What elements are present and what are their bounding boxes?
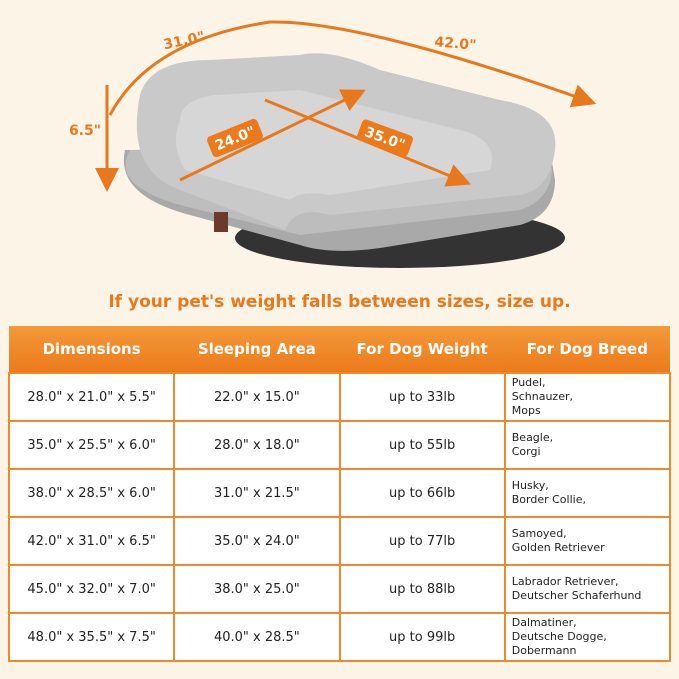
table-cell: 48.0" x 35.5" x 7.5": [7, 612, 176, 662]
table-cell: 35.0" x 24.0": [173, 516, 341, 566]
bed-tag: [214, 212, 228, 232]
table-cell: 22.0" x 15.0": [173, 372, 341, 422]
bed-illustration: 31.0" 42.0" 6.5" 24.0" 35.0": [69, 20, 597, 268]
breed-name: Husky,: [511, 479, 549, 492]
table-row: 38.0" x 28.5" x 6.0" 31.0" x 21.5" up to 6…: [7, 468, 672, 518]
table-cell: up to 88lb: [338, 564, 506, 614]
breed-name: Schnauzer,: [511, 390, 573, 403]
breed-name: Mops: [511, 404, 541, 417]
table-cell: up to 99lb: [338, 612, 506, 662]
table-cell: 40.0" x 28.5": [173, 612, 341, 662]
table-row: 28.0" x 21.0" x 5.5" 22.0" x 15.0" up to 3…: [7, 372, 672, 422]
table-cell: up to 77lb: [338, 516, 506, 566]
breed-name: Dobermann: [511, 644, 577, 657]
breed-cell: Labrador Retriever, Deutscher Schaferhund: [503, 564, 672, 614]
breed-name: Dalmatiner,: [511, 616, 577, 629]
breed-name: Corgi: [511, 445, 541, 458]
column-header: For Dog Weight: [339, 326, 505, 373]
label-box: [207, 118, 263, 158]
breed-cell: Husky, Border Collie,: [503, 468, 672, 518]
arrow: [108, 20, 597, 116]
table-cell: 42.0" x 31.0" x 6.5": [7, 516, 176, 566]
column-header: Sleeping Area: [174, 326, 340, 373]
breed-name: Labrador Retriever,: [511, 575, 619, 588]
table-row: 42.0" x 31.0" x 6.5" 35.0" x 24.0" up to 7…: [7, 516, 672, 566]
breed-name: Beagle,: [511, 431, 554, 444]
column-header: Dimensions: [9, 326, 175, 373]
breed-name: Golden Retriever: [511, 541, 605, 554]
table-row: 35.0" x 25.5" x 6.0" 28.0" x 18.0" up to 5…: [7, 420, 672, 470]
table-cell: 38.0" x 25.0": [173, 564, 341, 614]
breed-name: Deutsche Dogge,: [511, 630, 607, 643]
table-row: 48.0" x 35.5" x 7.5" 40.0" x 28.5" up to 9…: [7, 612, 672, 662]
dim-label: 42.0": [434, 34, 477, 54]
table-cell: up to 66lb: [338, 468, 506, 518]
header-row: Dimensions Sleeping Area For Dog Weight For…: [9, 326, 670, 373]
size-table: Dimensions Sleeping Area For Dog Weight For…: [7, 326, 672, 662]
breed-name: Border Collie,: [511, 493, 586, 506]
label-box: [356, 119, 414, 157]
table-cell: 31.0" x 21.5": [173, 468, 341, 518]
breed-name: Samoyed,: [511, 527, 567, 540]
breed-cell: Beagle, Corgi: [503, 420, 672, 470]
bed-cushion: [176, 90, 492, 200]
table-cell: up to 33lb: [338, 372, 506, 422]
table-cell: 45.0" x 32.0" x 7.0": [7, 564, 176, 614]
column-header: For Dog Breed: [504, 326, 670, 373]
table-cell: 28.0" x 18.0": [173, 420, 341, 470]
breed-cell: Dalmatiner, Deutsche Dogge, Dobermann: [503, 612, 672, 662]
table-row: 45.0" x 32.0" x 7.0" 38.0" x 25.0" up to 8…: [7, 564, 672, 614]
dim-label: 31.0": [162, 29, 206, 53]
table-cell: up to 55lb: [338, 420, 506, 470]
headline: If your pet's weight falls between sizes…: [108, 292, 571, 312]
breed-name: Pudel,: [511, 376, 546, 389]
table-cell: 28.0" x 21.0" x 5.5": [7, 372, 176, 422]
dim-label: 6.5": [69, 123, 101, 139]
table-cell: 38.0" x 28.5" x 6.0": [7, 468, 176, 518]
table-cell: 35.0" x 25.5" x 6.0": [7, 420, 176, 470]
breed-name: Deutscher Schaferhund: [511, 589, 642, 602]
breed-cell: Pudel, Schnauzer, Mops: [503, 372, 672, 422]
arrow: [179, 89, 366, 182]
breed-cell: Samoyed, Golden Retriever: [503, 516, 672, 566]
